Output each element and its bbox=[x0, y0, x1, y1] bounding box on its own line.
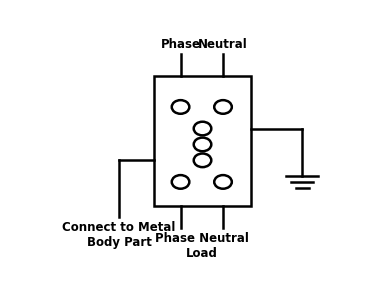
Circle shape bbox=[194, 137, 211, 151]
Circle shape bbox=[194, 122, 211, 135]
Circle shape bbox=[214, 100, 232, 114]
Circle shape bbox=[172, 175, 189, 189]
Circle shape bbox=[214, 175, 232, 189]
Text: Phase Neutral
Load: Phase Neutral Load bbox=[155, 232, 249, 260]
Text: Phase: Phase bbox=[161, 38, 201, 51]
Circle shape bbox=[172, 100, 189, 114]
Circle shape bbox=[194, 153, 211, 167]
Text: Connect to Metal
Body Part: Connect to Metal Body Part bbox=[62, 221, 176, 248]
Bar bbox=[154, 76, 251, 206]
Text: Neutral: Neutral bbox=[198, 38, 248, 51]
